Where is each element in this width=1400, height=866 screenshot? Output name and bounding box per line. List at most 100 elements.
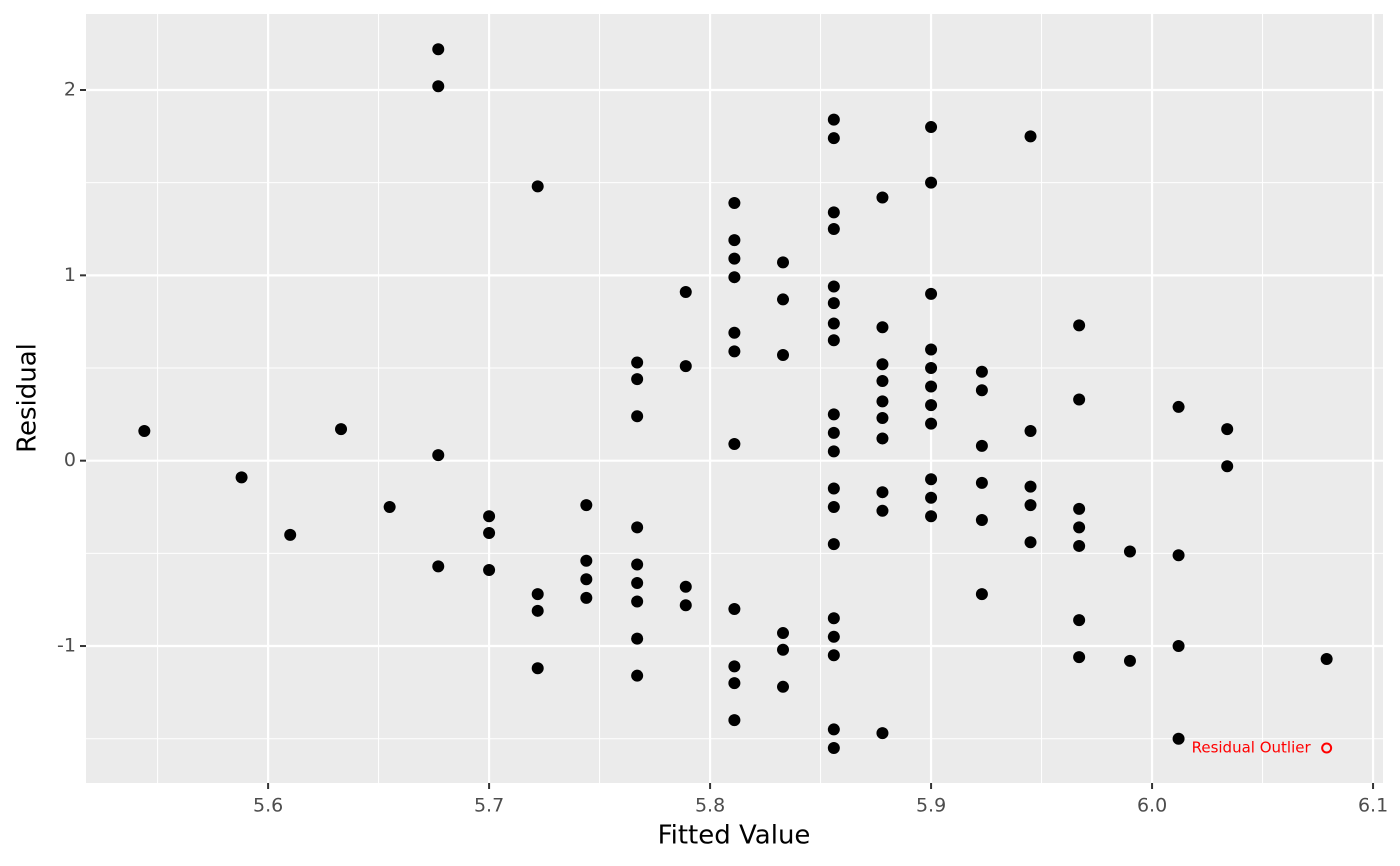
point: [827, 649, 840, 662]
point: [1172, 732, 1185, 745]
x-tick-label: 5.8: [695, 795, 725, 817]
point: [679, 360, 692, 373]
point: [728, 660, 741, 673]
x-tick-label: 6.1: [1358, 795, 1388, 817]
point: [777, 293, 790, 306]
point: [827, 334, 840, 347]
point: [827, 280, 840, 293]
point: [1073, 521, 1086, 534]
point: [777, 349, 790, 362]
point: [728, 234, 741, 247]
point: [335, 423, 348, 436]
point: [631, 410, 644, 423]
point: [1024, 499, 1037, 512]
point: [679, 580, 692, 593]
point: [1172, 640, 1185, 653]
point: [1024, 425, 1037, 438]
point: [1320, 653, 1333, 666]
point: [876, 358, 889, 371]
point: [876, 374, 889, 387]
point: [1024, 130, 1037, 143]
point: [432, 449, 445, 462]
point: [728, 345, 741, 358]
point: [1073, 319, 1086, 332]
point: [580, 499, 593, 512]
point: [827, 501, 840, 514]
point: [284, 528, 297, 541]
point: [728, 271, 741, 284]
point: [531, 604, 544, 617]
point: [925, 510, 938, 523]
point: [876, 395, 889, 408]
point: [777, 256, 790, 269]
point: [827, 132, 840, 145]
point: [876, 412, 889, 425]
point: [631, 595, 644, 608]
point: [1024, 480, 1037, 493]
point: [777, 680, 790, 693]
point: [432, 560, 445, 573]
point: [975, 513, 988, 526]
x-tick-label: 6.0: [1137, 795, 1167, 817]
panel: [86, 14, 1383, 783]
point: [827, 297, 840, 310]
point: [876, 321, 889, 334]
point: [876, 727, 889, 740]
point: [827, 538, 840, 551]
point: [1073, 651, 1086, 664]
x-tick-label: 5.6: [253, 795, 283, 817]
point: [580, 573, 593, 586]
point: [1024, 536, 1037, 549]
point: [876, 486, 889, 499]
y-tick-label: 1: [64, 264, 76, 286]
point: [1172, 549, 1185, 562]
annotation-text: Residual Outlier: [1192, 738, 1312, 756]
point: [925, 176, 938, 189]
y-tick-label: 0: [64, 449, 76, 471]
point: [827, 482, 840, 495]
point: [631, 373, 644, 386]
point: [631, 669, 644, 682]
point: [235, 471, 248, 484]
x-tick-label: 5.9: [916, 795, 946, 817]
point: [827, 426, 840, 439]
point: [432, 80, 445, 93]
y-tick-label: -1: [57, 635, 76, 657]
point: [138, 425, 151, 438]
point: [483, 564, 496, 577]
point: [1172, 400, 1185, 413]
point: [679, 286, 692, 299]
point: [631, 558, 644, 571]
y-axis-title: Residual: [13, 343, 43, 453]
point: [631, 632, 644, 645]
point: [631, 577, 644, 590]
point: [728, 714, 741, 727]
point: [876, 191, 889, 204]
point: [975, 365, 988, 378]
point: [827, 223, 840, 236]
point: [827, 408, 840, 421]
point: [1123, 654, 1136, 667]
point: [728, 677, 741, 690]
point: [1221, 460, 1234, 473]
point: [827, 630, 840, 643]
point: [827, 317, 840, 330]
point: [1073, 502, 1086, 515]
point: [1073, 539, 1086, 552]
point: [679, 599, 692, 612]
point: [975, 476, 988, 489]
point: [1123, 545, 1136, 558]
point: [531, 588, 544, 601]
point: [777, 643, 790, 656]
point: [925, 362, 938, 375]
point: [975, 588, 988, 601]
point: [925, 417, 938, 430]
point: [432, 43, 445, 56]
point: [876, 432, 889, 445]
point: [827, 741, 840, 754]
point: [383, 501, 396, 514]
point: [728, 438, 741, 451]
point: [925, 473, 938, 486]
